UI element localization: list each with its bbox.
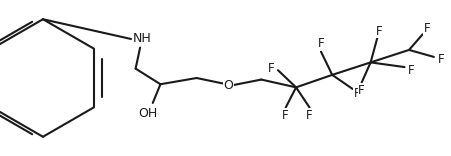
Text: F: F xyxy=(376,25,382,38)
Text: F: F xyxy=(353,87,359,100)
Text: O: O xyxy=(223,78,233,92)
Text: F: F xyxy=(282,109,288,122)
Text: F: F xyxy=(423,22,429,35)
Text: NH: NH xyxy=(133,32,152,46)
Text: F: F xyxy=(267,62,274,75)
Text: F: F xyxy=(358,84,364,97)
Text: OH: OH xyxy=(138,107,157,120)
Text: F: F xyxy=(407,64,414,77)
Text: F: F xyxy=(437,53,443,66)
Text: F: F xyxy=(306,109,312,122)
Text: F: F xyxy=(317,37,323,50)
